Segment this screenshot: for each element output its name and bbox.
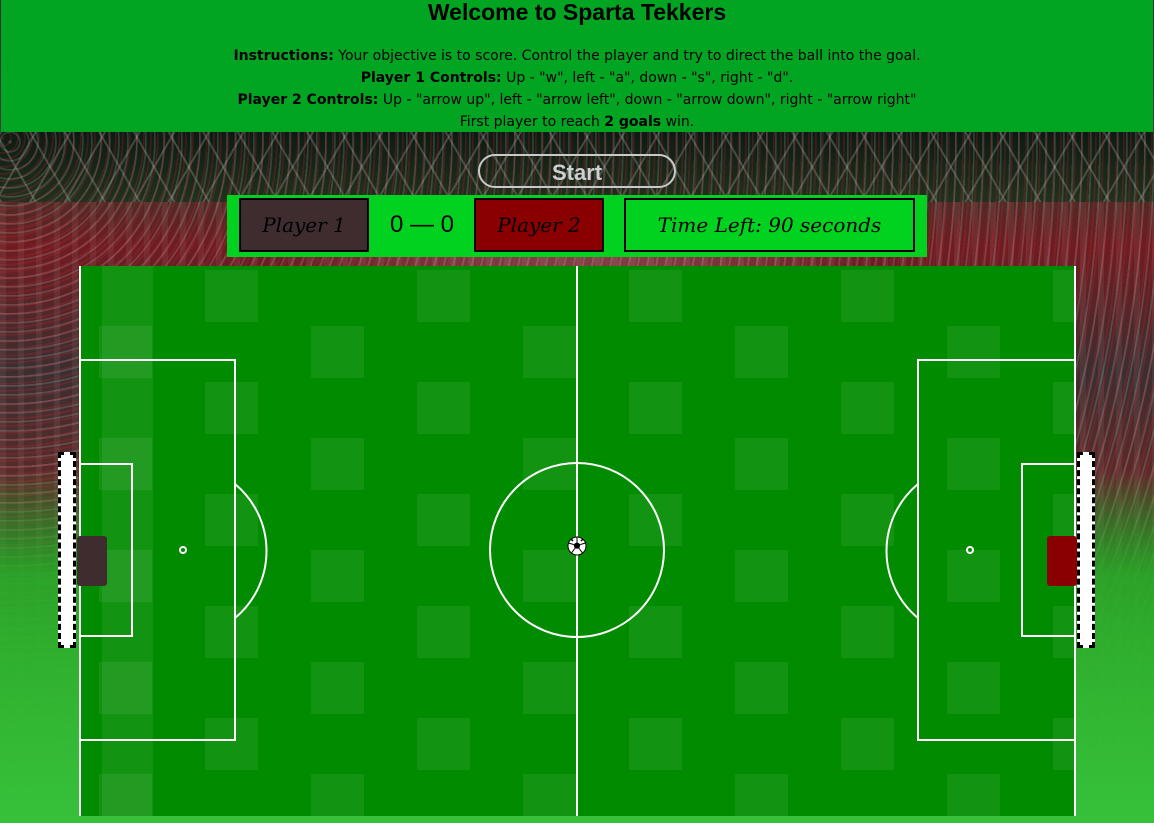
right-penalty-box bbox=[917, 359, 1076, 741]
instructions-header: Welcome to Sparta Tekkers Instructions: … bbox=[1, 0, 1153, 132]
win-prefix: First player to reach bbox=[459, 114, 605, 130]
player1-controls-text: Up - "w", left - "a", down - "s", right … bbox=[501, 70, 794, 86]
player1-controls-label: Player 1 Controls: bbox=[360, 70, 502, 86]
page-title: Welcome to Sparta Tekkers bbox=[427, 0, 727, 25]
scoreboard: Player 1 0 — 0 Player 2 Time Left: 90 se… bbox=[227, 195, 927, 257]
right-goal-box bbox=[1021, 463, 1076, 637]
left-goal-box bbox=[79, 463, 133, 637]
instructions-line: Instructions: Your objective is to score… bbox=[1, 45, 1153, 67]
player2-label: Player 2 bbox=[474, 198, 604, 252]
win-suffix: win. bbox=[661, 114, 695, 130]
start-button[interactable]: Start bbox=[478, 154, 676, 188]
stadium-roof bbox=[0, 132, 1154, 202]
player2-paddle bbox=[1047, 536, 1077, 586]
score-display: 0 — 0 bbox=[389, 211, 455, 238]
player1-label: Player 1 bbox=[239, 198, 369, 252]
instructions-block: Instructions: Your objective is to score… bbox=[1, 45, 1153, 133]
left-penalty-box bbox=[79, 359, 236, 741]
left-penalty-arc bbox=[234, 483, 268, 619]
player2-controls-line: Player 2 Controls: Up - "arrow up", left… bbox=[1, 89, 1153, 111]
soccer-ball-icon bbox=[567, 536, 587, 556]
player1-paddle bbox=[77, 536, 107, 586]
left-goal bbox=[58, 452, 76, 648]
player1-controls-line: Player 1 Controls: Up - "w", left - "a",… bbox=[1, 67, 1153, 89]
right-goal bbox=[1077, 452, 1095, 648]
center-circle bbox=[489, 462, 665, 638]
player2-controls-label: Player 2 Controls: bbox=[237, 92, 379, 108]
timer-display: Time Left: 90 seconds bbox=[624, 198, 915, 252]
win-condition-line: First player to reach 2 goals win. bbox=[1, 111, 1153, 133]
player2-controls-text: Up - "arrow up", left - "arrow left", do… bbox=[378, 92, 917, 108]
instructions-text: Your objective is to score. Control the … bbox=[333, 48, 921, 64]
right-penalty-spot bbox=[966, 546, 974, 554]
left-penalty-spot bbox=[179, 546, 187, 554]
instructions-label: Instructions: bbox=[233, 48, 334, 64]
right-penalty-arc bbox=[885, 483, 919, 619]
win-goals: 2 goals bbox=[604, 114, 662, 130]
